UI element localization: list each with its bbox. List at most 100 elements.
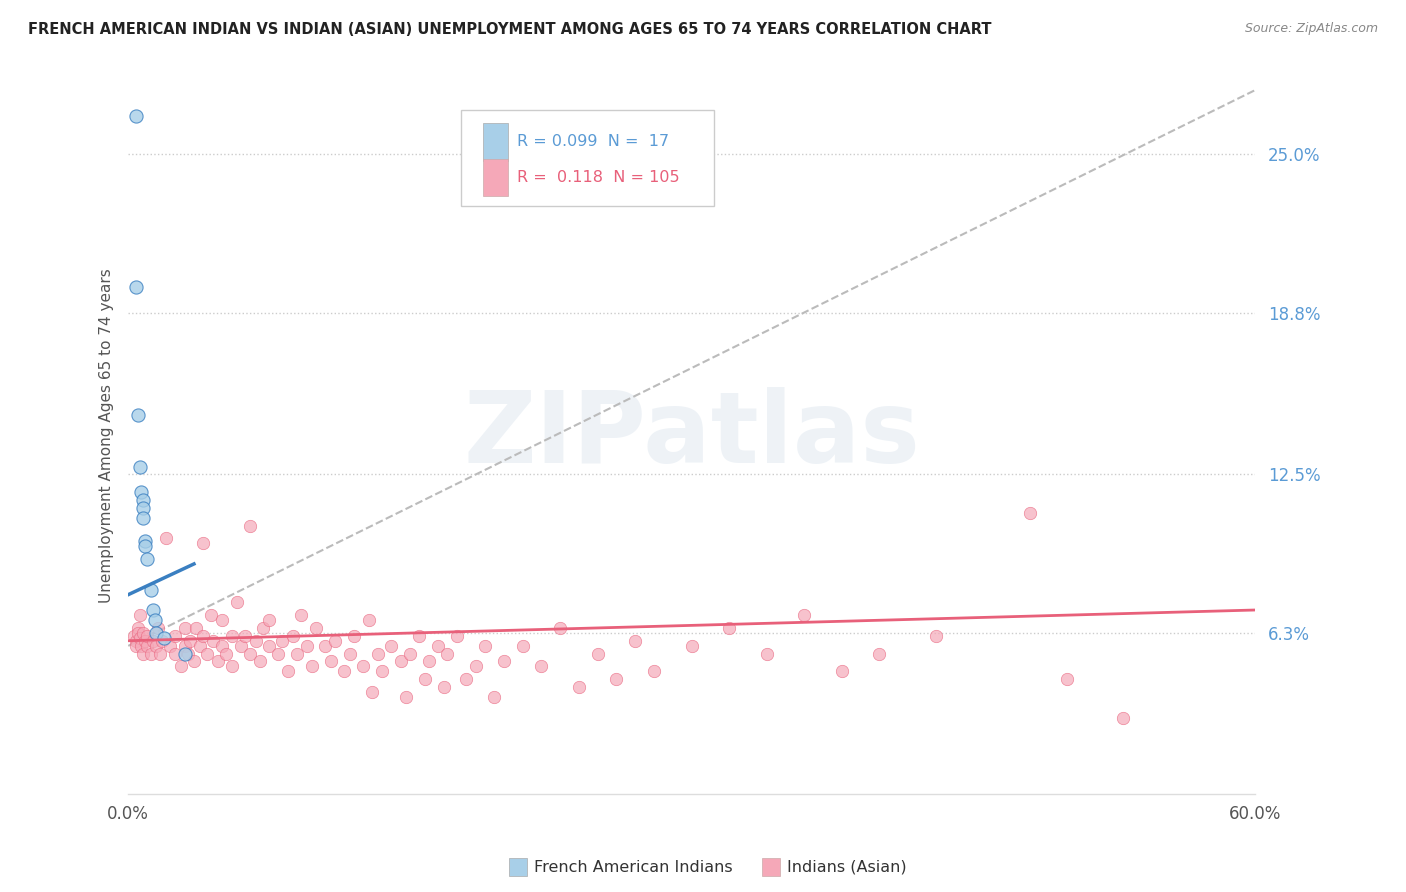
- Point: [215, 647, 238, 661]
- Point: [456, 672, 478, 686]
- Point: [125, 109, 148, 123]
- Point: [193, 629, 215, 643]
- Point: [132, 500, 155, 515]
- Point: [352, 659, 374, 673]
- Point: [267, 647, 290, 661]
- Point: [177, 647, 200, 661]
- Point: [319, 654, 342, 668]
- Point: [371, 665, 394, 679]
- Point: [127, 409, 149, 423]
- Point: [512, 639, 534, 653]
- Point: [195, 647, 218, 661]
- Point: [314, 639, 336, 653]
- Point: [128, 608, 150, 623]
- Point: [132, 626, 155, 640]
- Point: [418, 654, 440, 668]
- Point: [323, 633, 346, 648]
- Point: [395, 690, 418, 704]
- Point: [285, 647, 308, 661]
- Point: [173, 639, 195, 653]
- Point: [624, 633, 647, 648]
- Point: [173, 621, 195, 635]
- Point: [125, 639, 148, 653]
- Point: [136, 629, 159, 643]
- FancyBboxPatch shape: [484, 123, 508, 161]
- Point: [134, 533, 156, 548]
- Text: FRENCH AMERICAN INDIAN VS INDIAN (ASIAN) UNEMPLOYMENT AMONG AGES 65 TO 74 YEARS : FRENCH AMERICAN INDIAN VS INDIAN (ASIAN)…: [28, 22, 991, 37]
- Point: [139, 647, 162, 661]
- Text: Indians (Asian): Indians (Asian): [787, 860, 907, 874]
- Point: [239, 518, 262, 533]
- FancyBboxPatch shape: [484, 159, 508, 196]
- Point: [1018, 506, 1040, 520]
- Point: [142, 633, 165, 648]
- Point: [868, 647, 890, 661]
- Point: [148, 621, 170, 635]
- Point: [188, 639, 211, 653]
- Point: [139, 582, 162, 597]
- Point: [433, 680, 456, 694]
- Point: [211, 639, 233, 653]
- Point: [125, 280, 148, 294]
- Point: [484, 690, 506, 704]
- Point: [233, 629, 256, 643]
- Point: [221, 659, 243, 673]
- Point: [122, 629, 145, 643]
- Text: Source: ZipAtlas.com: Source: ZipAtlas.com: [1244, 22, 1378, 36]
- Point: [128, 631, 150, 645]
- Point: [530, 659, 553, 673]
- Point: [184, 621, 207, 635]
- Point: [229, 639, 252, 653]
- Point: [127, 621, 149, 635]
- Point: [145, 626, 167, 640]
- Point: [1112, 710, 1135, 724]
- Point: [165, 647, 187, 661]
- Point: [295, 639, 318, 653]
- Point: [339, 647, 361, 661]
- Point: [681, 639, 703, 653]
- Point: [755, 647, 778, 661]
- Point: [271, 633, 294, 648]
- Point: [127, 626, 149, 640]
- Point: [257, 613, 280, 627]
- Point: [1056, 672, 1078, 686]
- Point: [257, 639, 280, 653]
- Point: [149, 647, 172, 661]
- Point: [446, 629, 468, 643]
- Point: [718, 621, 741, 635]
- Point: [301, 659, 323, 673]
- FancyBboxPatch shape: [461, 110, 714, 206]
- Point: [283, 629, 305, 643]
- Point: [142, 603, 165, 617]
- Point: [150, 633, 173, 648]
- Y-axis label: Unemployment Among Ages 65 to 74 years: Unemployment Among Ages 65 to 74 years: [100, 268, 114, 603]
- Point: [128, 459, 150, 474]
- Text: R =  0.118  N = 105: R = 0.118 N = 105: [517, 170, 679, 186]
- Point: [132, 647, 155, 661]
- Point: [548, 621, 571, 635]
- Point: [399, 647, 422, 661]
- Point: [643, 665, 665, 679]
- Point: [145, 639, 167, 653]
- Point: [333, 665, 356, 679]
- Point: [290, 608, 312, 623]
- Point: [357, 613, 380, 627]
- Text: French American Indians: French American Indians: [534, 860, 733, 874]
- Point: [201, 633, 224, 648]
- Point: [586, 647, 609, 661]
- Point: [170, 659, 193, 673]
- Point: [427, 639, 450, 653]
- Point: [134, 633, 156, 648]
- Point: [464, 659, 486, 673]
- Point: [183, 654, 205, 668]
- Point: [134, 539, 156, 553]
- Point: [239, 647, 262, 661]
- Point: [155, 532, 177, 546]
- Point: [252, 621, 274, 635]
- Point: [380, 639, 402, 653]
- Point: [136, 639, 159, 653]
- Point: [173, 647, 195, 661]
- Point: [245, 633, 267, 648]
- Text: R = 0.099  N =  17: R = 0.099 N = 17: [517, 135, 669, 150]
- Point: [249, 654, 271, 668]
